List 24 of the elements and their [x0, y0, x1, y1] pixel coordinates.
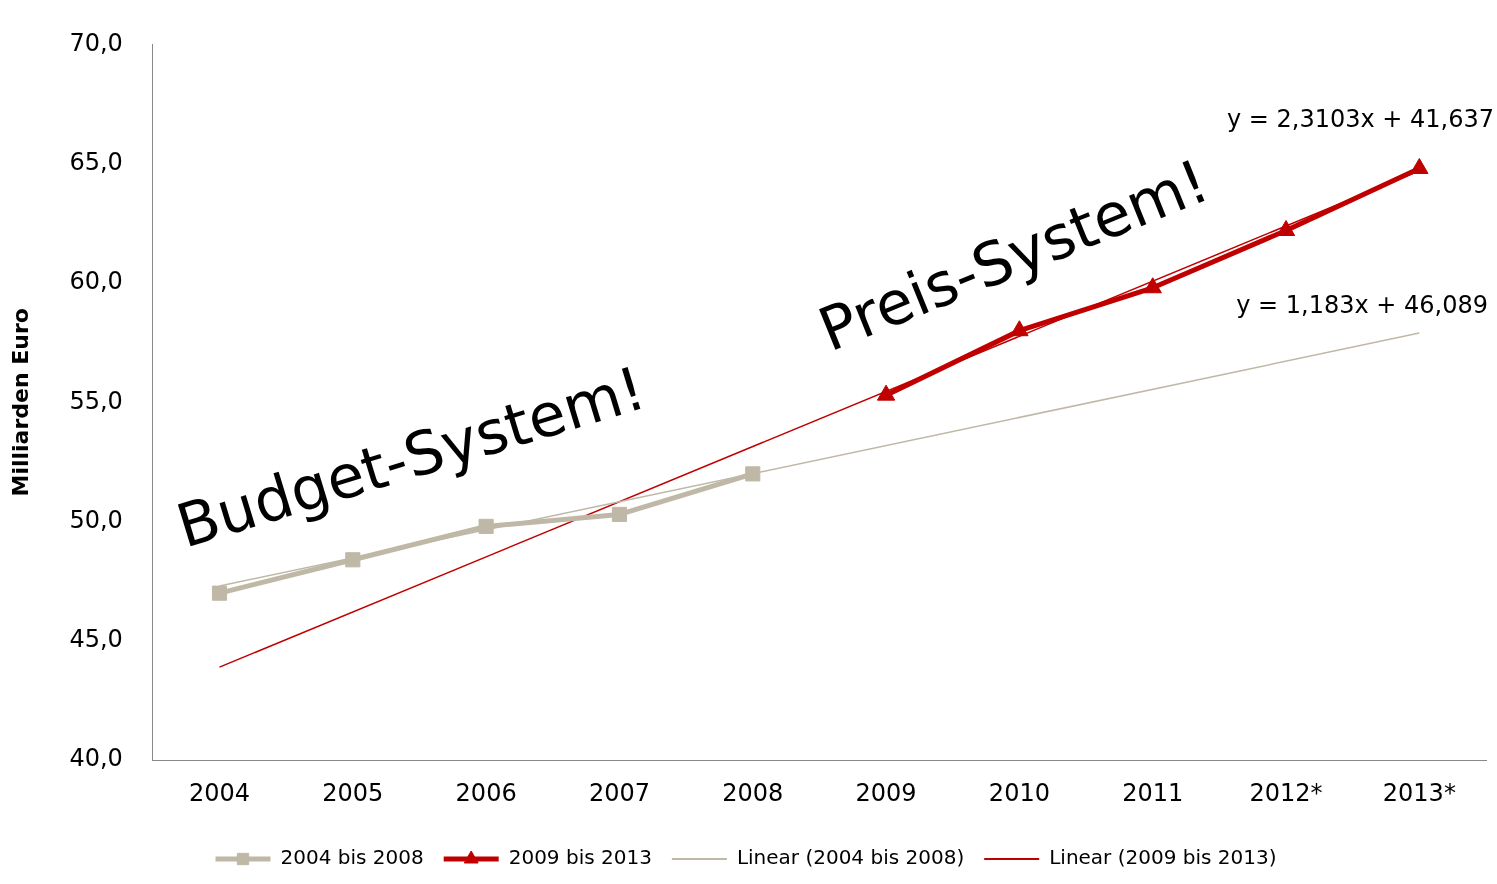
legend-label: 2004 bis 2008: [280, 845, 424, 870]
x-tick-label: 2011: [1122, 778, 1184, 807]
y-axis-title: Milliarden Euro: [7, 308, 33, 497]
y-tick-label: 50,0: [69, 505, 123, 534]
x-tick-label: 2007: [588, 778, 650, 807]
annotation: y = 2,3103x + 41,637: [1226, 105, 1494, 133]
legend-label: Linear (2004 bis 2008): [736, 845, 965, 870]
legend-label: 2009 bis 2013: [508, 845, 652, 870]
y-tick-label: 45,0: [69, 625, 123, 654]
legend-label: Linear (2009 bis 2013): [1049, 845, 1277, 870]
x-tick-label: 2009: [855, 778, 917, 807]
y-tick-label: 60,0: [69, 267, 123, 296]
x-tick-label: 2013*: [1382, 778, 1456, 807]
x-tick-label: 2008: [722, 778, 784, 807]
x-tick-label: 2010: [988, 778, 1050, 807]
x-tick-label: 2006: [455, 778, 517, 807]
y-tick-label: 55,0: [69, 386, 123, 415]
x-tick-label: 2004: [188, 778, 251, 807]
y-tick-label: 40,0: [69, 744, 123, 773]
x-tick-label: 2012*: [1249, 778, 1323, 807]
y-tick-label: 65,0: [69, 147, 123, 176]
y-tick-label: 70,0: [69, 28, 123, 57]
annotation: y = 1,183x + 46,089: [1236, 291, 1488, 319]
x-tick-label: 2005: [322, 778, 384, 807]
